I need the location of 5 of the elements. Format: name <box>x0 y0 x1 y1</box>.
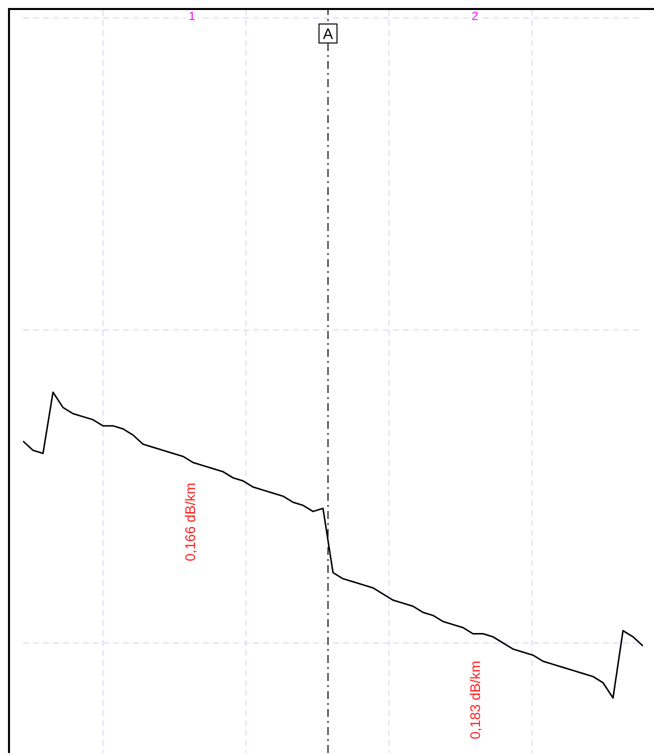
text: 1 <box>186 9 198 23</box>
text: 2 <box>470 9 480 23</box>
annotation: 0,166 dB/km <box>182 482 198 562</box>
annotation: 0,183 dB/km <box>467 660 483 740</box>
text: A <box>322 26 334 43</box>
